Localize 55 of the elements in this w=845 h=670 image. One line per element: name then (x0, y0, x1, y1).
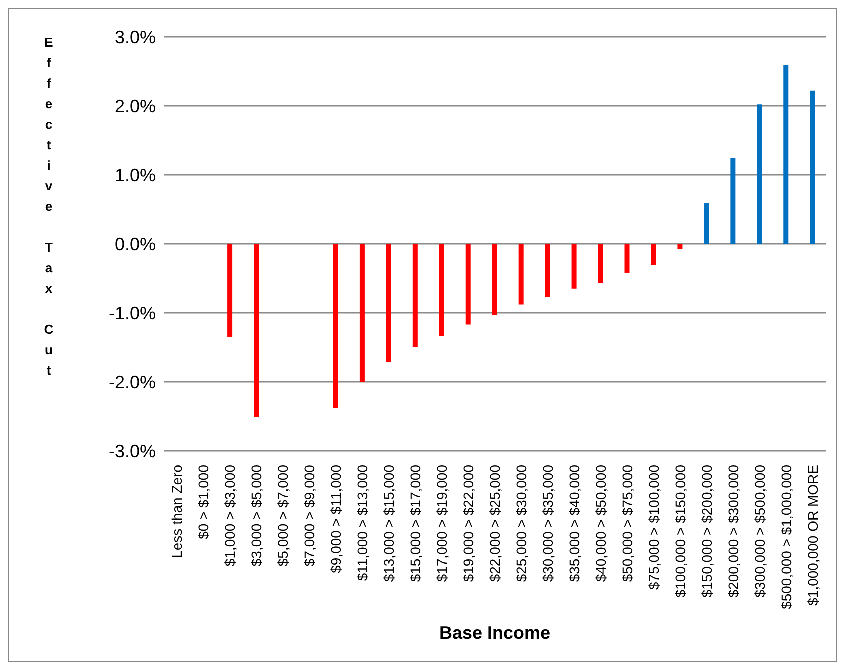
y-tick-label: -1.0% (108, 303, 156, 324)
x-tick-label: $100,000 > $150,000 (672, 464, 688, 598)
x-tick-label: $300,000 > $500,000 (752, 464, 768, 598)
x-tick-label: $25,000 > $30,000 (513, 464, 530, 582)
bar (757, 104, 762, 244)
x-tick-label: Less than Zero (169, 464, 186, 558)
bar (386, 244, 392, 362)
x-tick-label: $7,000 > $9,000 (302, 464, 318, 567)
x-tick-label: $40,000 > $50,000 (592, 464, 609, 582)
bar (784, 65, 789, 244)
bar (678, 244, 683, 250)
bar (704, 203, 710, 244)
bar (624, 244, 630, 273)
bar (545, 244, 550, 298)
x-tick-label: $30,000 > $35,000 (540, 464, 556, 582)
bar (810, 90, 816, 244)
x-tick-label: $3,000 > $5,000 (248, 464, 265, 567)
y-tick-label: 3.0% (114, 27, 156, 48)
x-tick-label: $150,000 > $200,000 (698, 464, 715, 598)
bar (412, 244, 418, 348)
bar (333, 244, 338, 408)
x-axis-title: Base Income (439, 623, 551, 643)
bar (651, 244, 656, 266)
bar (360, 244, 365, 382)
x-tick-label: $15,000 > $17,000 (408, 464, 424, 582)
y-tick-label: -2.0% (108, 372, 156, 392)
y-tick-label: -3.0% (108, 441, 156, 462)
bar (228, 244, 233, 338)
x-tick-label: $0 > $1,000 (196, 464, 212, 540)
bar (492, 244, 498, 316)
x-tick-label: $11,000 > $13,000 (354, 464, 371, 582)
x-tick-label: $200,000 > $300,000 (725, 464, 742, 598)
x-tick-label: $75,000 > $100,000 (646, 464, 662, 590)
x-tick-label: $35,000 > $40,000 (566, 464, 582, 582)
text: Effective Tax Cut (44, 35, 54, 378)
x-tick-label: $500,000 > $1,000,000 (778, 464, 794, 610)
bar (598, 244, 604, 284)
x-tick-label: $1,000 > $3,000 (222, 464, 238, 567)
x-tick-label: $19,000 > $22,000 (460, 464, 477, 582)
x-tick-label: $5,000 > $7,000 (275, 464, 292, 567)
x-tick-label: $9,000 > $11,000 (328, 464, 344, 574)
x-tick-label: $13,000 > $15,000 (381, 464, 398, 582)
x-tick-label: $17,000 > $19,000 (434, 464, 450, 582)
y-tick-label: 2.0% (114, 96, 156, 116)
bar (572, 244, 577, 289)
bar (466, 244, 471, 325)
x-tick-label: $1,000,000 OR MORE (804, 465, 821, 606)
bar (254, 244, 260, 418)
bar (730, 158, 736, 244)
bar (518, 244, 524, 305)
y-tick-label: 1.0% (114, 165, 156, 186)
x-tick-label: $22,000 > $25,000 (487, 464, 503, 582)
y-tick-label: 0.0% (114, 234, 156, 254)
x-tick-label: $50,000 > $75,000 (619, 464, 636, 582)
bar (439, 244, 444, 336)
